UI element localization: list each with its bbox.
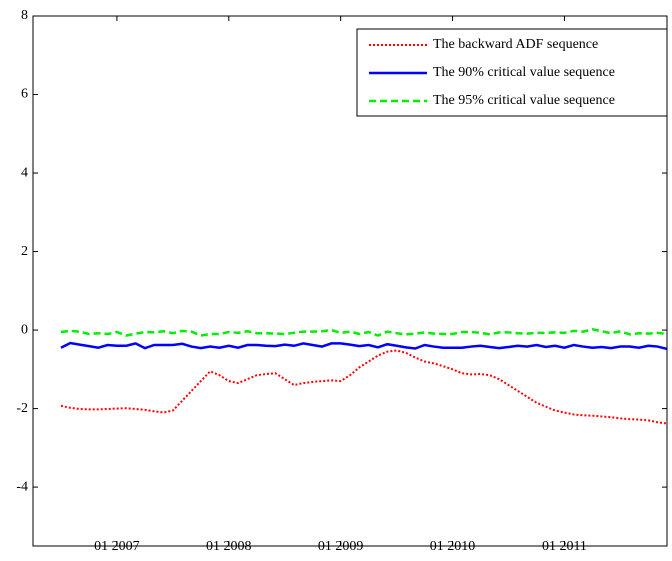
x-tick-label: 01 2010 <box>430 539 476 554</box>
legend-label: The 90% critical value sequence <box>433 65 615 80</box>
series-line <box>60 341 668 351</box>
x-tick-label: 01 2008 <box>206 539 252 554</box>
y-tick-label: -2 <box>16 401 28 416</box>
y-tick-label: 8 <box>21 8 28 23</box>
x-tick-label: 01 2009 <box>318 539 364 554</box>
legend-label: The backward ADF sequence <box>433 37 598 52</box>
y-tick-label: 2 <box>21 244 28 259</box>
y-tick-label: 0 <box>21 322 28 337</box>
series-line <box>60 349 668 425</box>
x-tick-label: 01 2011 <box>542 539 587 554</box>
plot-frame <box>32 15 668 547</box>
series-line <box>60 328 668 337</box>
x-tick-label: 01 2007 <box>94 539 140 554</box>
y-tick-label: 4 <box>21 165 28 180</box>
y-tick-label: 6 <box>21 87 28 102</box>
y-tick-label: -4 <box>16 479 28 494</box>
legend-label: The 95% critical value sequence <box>433 93 615 108</box>
